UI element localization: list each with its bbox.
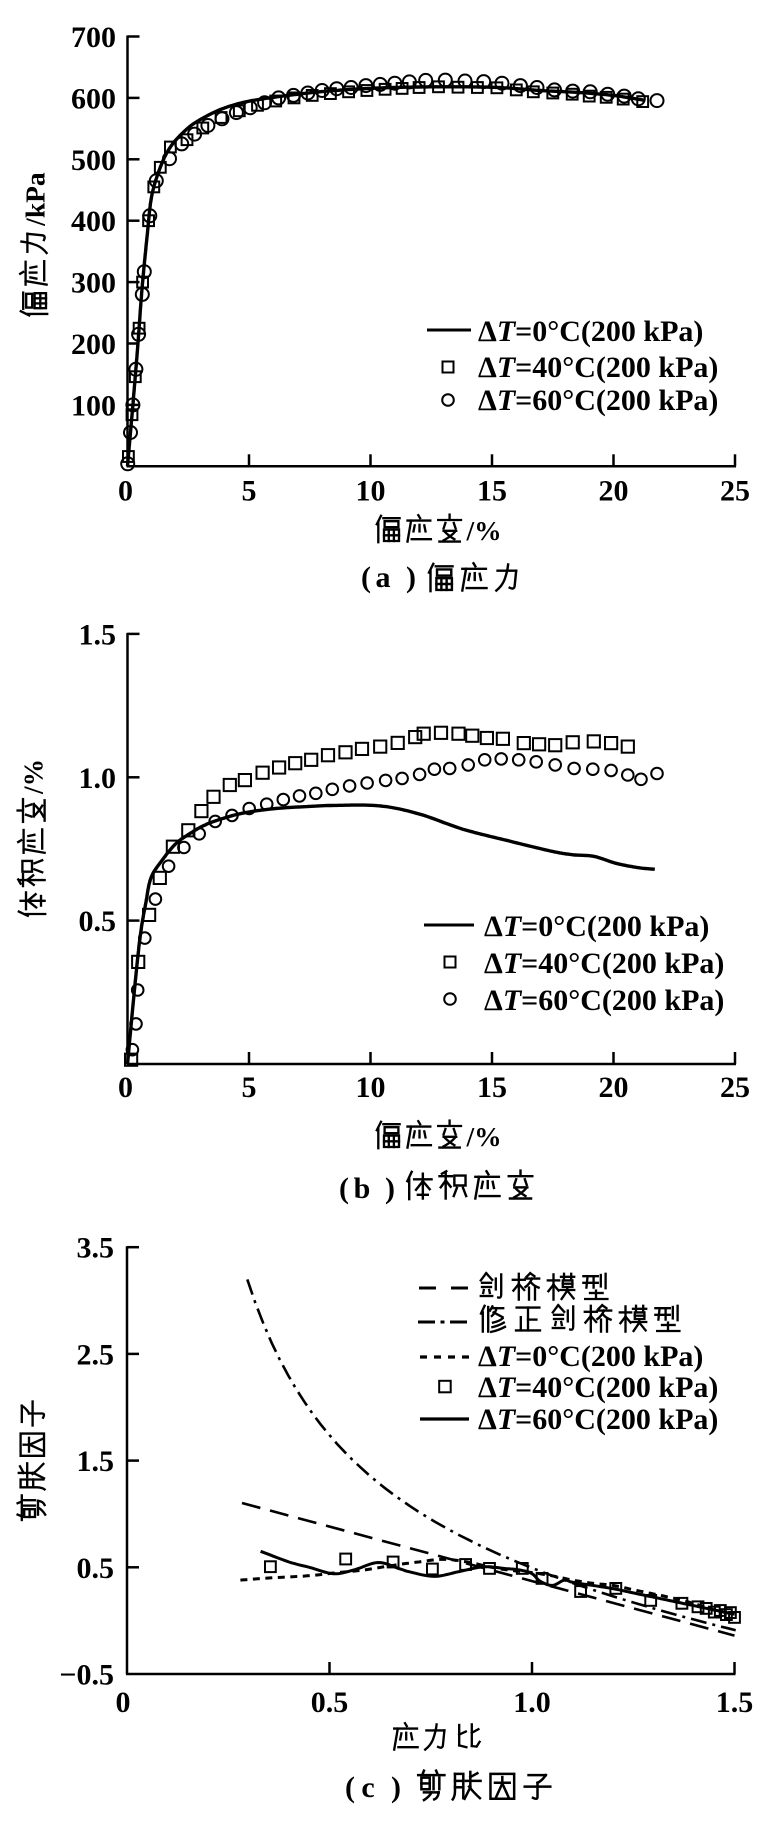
svg-text:(: ( — [339, 1172, 349, 1205]
svg-text:1.5: 1.5 — [716, 1686, 754, 1719]
svg-text:700: 700 — [71, 21, 116, 54]
svg-text:ΔT=0°C(200 kPa): ΔT=0°C(200 kPa) — [478, 1340, 703, 1373]
svg-text:400: 400 — [71, 205, 116, 238]
svg-text:20: 20 — [599, 1071, 629, 1104]
svg-text:300: 300 — [71, 267, 116, 300]
svg-text:2.5: 2.5 — [77, 1338, 115, 1371]
svg-text:ΔT=40°C(200 kPa): ΔT=40°C(200 kPa) — [478, 1371, 718, 1404]
svg-text:): ) — [406, 561, 416, 594]
svg-text:ΔT=60°C(200 kPa): ΔT=60°C(200 kPa) — [478, 1403, 718, 1436]
svg-text:25: 25 — [720, 1071, 750, 1104]
svg-text:3.5: 3.5 — [77, 1232, 115, 1265]
svg-text:/%: /% — [18, 759, 49, 795]
svg-text:ΔT=40°C(200 kPa): ΔT=40°C(200 kPa) — [484, 947, 724, 980]
svg-text:20: 20 — [599, 474, 629, 507]
svg-text:(: ( — [345, 1771, 355, 1804]
svg-text:1.0: 1.0 — [79, 762, 117, 795]
svg-text:0.5: 0.5 — [79, 905, 117, 938]
svg-text:500: 500 — [71, 144, 116, 177]
svg-text:0: 0 — [118, 474, 133, 507]
svg-text:): ) — [391, 1771, 401, 1804]
svg-text:0: 0 — [116, 1686, 131, 1719]
svg-text:200: 200 — [71, 328, 116, 361]
svg-text:0: 0 — [118, 1071, 133, 1104]
svg-text:−0.5: −0.5 — [59, 1659, 114, 1692]
svg-text:15: 15 — [477, 1071, 507, 1104]
svg-text:/%: /% — [466, 515, 502, 546]
svg-text:ΔT=0°C(200 kPa): ΔT=0°C(200 kPa) — [484, 910, 709, 943]
svg-text:10: 10 — [356, 1071, 386, 1104]
svg-text:): ) — [385, 1172, 395, 1205]
svg-text:c: c — [361, 1771, 374, 1804]
svg-text:0.5: 0.5 — [77, 1552, 115, 1585]
svg-text:(: ( — [361, 561, 371, 594]
svg-text:5: 5 — [242, 474, 257, 507]
svg-text:15: 15 — [477, 474, 507, 507]
svg-text:1.5: 1.5 — [77, 1445, 115, 1478]
svg-text:5: 5 — [242, 1071, 257, 1104]
svg-text:ΔT=0°C(200 kPa): ΔT=0°C(200 kPa) — [478, 315, 703, 348]
svg-text:1.5: 1.5 — [79, 618, 117, 651]
svg-text:100: 100 — [71, 389, 116, 422]
svg-text:b: b — [354, 1172, 371, 1205]
svg-text:/kPa: /kPa — [20, 172, 51, 227]
svg-text:ΔT=60°C(200 kPa): ΔT=60°C(200 kPa) — [484, 984, 724, 1017]
svg-text:0.5: 0.5 — [311, 1686, 349, 1719]
svg-text:25: 25 — [720, 474, 750, 507]
svg-text:ΔT=60°C(200 kPa): ΔT=60°C(200 kPa) — [478, 384, 718, 417]
svg-text:/%: /% — [466, 1121, 502, 1152]
svg-text:10: 10 — [356, 474, 386, 507]
svg-text:600: 600 — [71, 82, 116, 115]
svg-text:ΔT=40°C(200 kPa): ΔT=40°C(200 kPa) — [478, 351, 718, 384]
svg-text:1.0: 1.0 — [513, 1686, 551, 1719]
svg-text:a: a — [376, 561, 391, 594]
